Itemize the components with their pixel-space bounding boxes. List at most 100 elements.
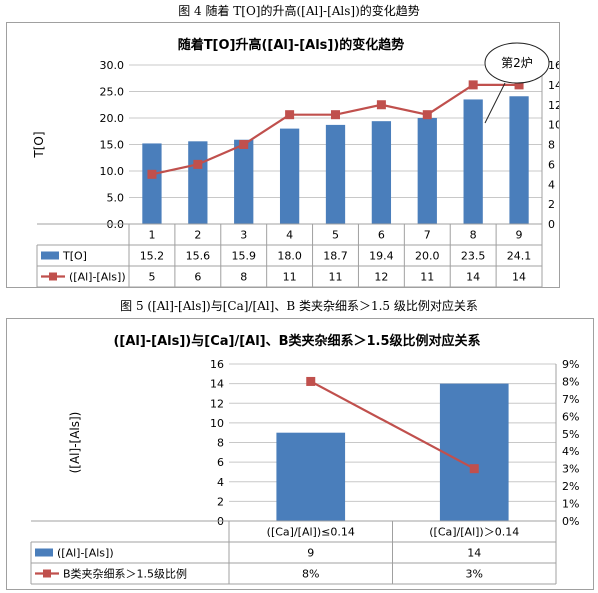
y-tick-label: 25.0 (100, 86, 125, 99)
y2-tick-label: 6 (548, 158, 555, 171)
table-value-bar: 19.4 (369, 250, 394, 263)
chart-title: 随着T[O]升高([Al]-[Als])的变化趋势 (178, 37, 405, 53)
legend-label-bar: T[O] (62, 250, 87, 263)
category-label: 6 (378, 229, 385, 242)
line-marker (285, 110, 295, 120)
line-marker (514, 80, 524, 90)
line-marker (193, 159, 203, 169)
table-value-bar: 20.0 (415, 250, 440, 263)
chart-4: 随着T[O]升高([Al]-[Als])的变化趋势30.025.020.015.… (32, 37, 562, 288)
y2-tick-label: 10 (548, 119, 559, 132)
table-value-bar: 24.1 (507, 250, 532, 263)
figure-4-caption: 图 4 随着 T[O]的升高([Al]-[Als])的变化趋势 (178, 4, 420, 18)
y2-tick-label: 14 (548, 79, 559, 92)
bar (276, 432, 346, 521)
legend-key-bar (41, 251, 59, 260)
category-label: ([Ca]/[Al])＞0.14 (429, 526, 519, 539)
table-value-bar: 23.5 (461, 250, 486, 263)
y-tick-label: 8 (217, 437, 224, 450)
y-tick-label: 30.0 (100, 59, 125, 72)
bar (463, 99, 483, 224)
y2-tick-label: 0% (562, 515, 579, 528)
table-value-line: 11 (329, 271, 343, 284)
y2-tick-label: 8% (562, 375, 579, 388)
chart-5: ([Al]-[Als])与[Ca]/[Al]、B类夹杂细系＞1.5级比例对应关系… (30, 333, 579, 585)
table-value-line: 6 (194, 271, 201, 284)
table-value-bar: 18.7 (323, 250, 348, 263)
legend-label-line: ([Al]-[Als]) (69, 271, 126, 284)
line-marker (469, 464, 479, 474)
annotation-bubble (484, 42, 550, 84)
y-axis-label: T[O] (32, 131, 46, 158)
category-label: 3 (240, 229, 247, 242)
line-series (310, 380, 475, 470)
category-label: 2 (194, 229, 201, 242)
legend-key-marker (43, 569, 51, 578)
table-value-line: 14 (512, 271, 526, 284)
y-axis-label: ([Al]-[Als]) (68, 412, 82, 474)
figure-5-caption: 图 5 ([Al]-[Als])与[Ca]/[Al]、B 类夹杂细系＞1.5 级… (120, 299, 478, 313)
category-label: 4 (286, 229, 293, 242)
y-tick-label: 2 (217, 495, 224, 508)
y2-tick-label: 6% (562, 410, 579, 423)
y2-tick-label: 16 (548, 59, 559, 72)
bar (142, 143, 162, 224)
table-value-line: 3% (466, 568, 483, 581)
line-marker (376, 100, 386, 110)
table-value-bar: 9 (307, 547, 314, 560)
table-value-bar: 15.6 (186, 250, 211, 263)
table-value-bar: 14 (467, 547, 481, 560)
category-label: 1 (148, 229, 155, 242)
y2-tick-label: 4 (548, 178, 555, 191)
y-tick-label: 14 (210, 378, 224, 391)
table-value-bar: 15.2 (140, 250, 165, 263)
y2-tick-label: 3% (562, 463, 579, 476)
line-marker (239, 140, 249, 149)
y-tick-label: 10 (210, 417, 224, 430)
table-value-line: 8% (302, 568, 319, 581)
bar (325, 124, 346, 224)
y2-tick-label: 4% (562, 445, 579, 458)
category-label: 8 (470, 229, 477, 242)
legend-label-line: B类夹杂细系＞1.5级比例 (63, 567, 187, 581)
line-marker (147, 169, 157, 179)
table-value-line: 5 (148, 271, 155, 284)
y-tick-label: 10.0 (100, 165, 125, 178)
table-value-bar: 15.9 (231, 250, 256, 263)
table-value-bar: 18.0 (277, 250, 302, 263)
y2-tick-label: 8 (548, 139, 555, 152)
annotation-leader (484, 82, 506, 124)
y2-tick-label: 0 (548, 218, 555, 231)
bar (509, 96, 529, 224)
category-label: 7 (424, 229, 431, 242)
y-tick-label: 4 (217, 476, 224, 489)
y-tick-label: 16 (210, 358, 224, 371)
y-tick-label: 5.0 (107, 192, 125, 205)
category-label: 5 (332, 229, 339, 242)
bar (439, 383, 509, 521)
bar (417, 118, 437, 224)
y2-tick-label: 2% (562, 480, 579, 493)
legend-key-marker (49, 272, 57, 281)
y2-tick-label: 9% (562, 358, 579, 371)
annotation-text: 第2炉 (501, 56, 533, 70)
y2-tick-label: 7% (562, 393, 579, 406)
line-marker (331, 110, 340, 120)
chart-title: ([Al]-[Als])与[Ca]/[Al]、B类夹杂细系＞1.5级比例对应关系 (113, 333, 480, 349)
table-value-line: 11 (420, 271, 434, 284)
bar (234, 139, 254, 224)
y-tick-label: 12 (210, 397, 224, 410)
line-marker (306, 376, 316, 386)
legend-key-bar (35, 548, 53, 557)
bar (188, 141, 208, 224)
table-value-line: 11 (283, 271, 297, 284)
chart-5-frame: ([Al]-[Als])与[Ca]/[Al]、B类夹杂细系＞1.5级比例对应关系… (6, 318, 594, 590)
line-marker (422, 110, 432, 120)
y2-tick-label: 5% (562, 428, 579, 441)
y-tick-label: 6 (217, 456, 224, 469)
table-value-line: 12 (374, 271, 388, 284)
line-marker (468, 80, 478, 90)
chart-4-frame: 随着T[O]升高([Al]-[Als])的变化趋势 30.0 25.0 20.0 15.… (6, 22, 562, 288)
y2-tick-label: 2 (548, 198, 555, 211)
bar (371, 121, 392, 224)
